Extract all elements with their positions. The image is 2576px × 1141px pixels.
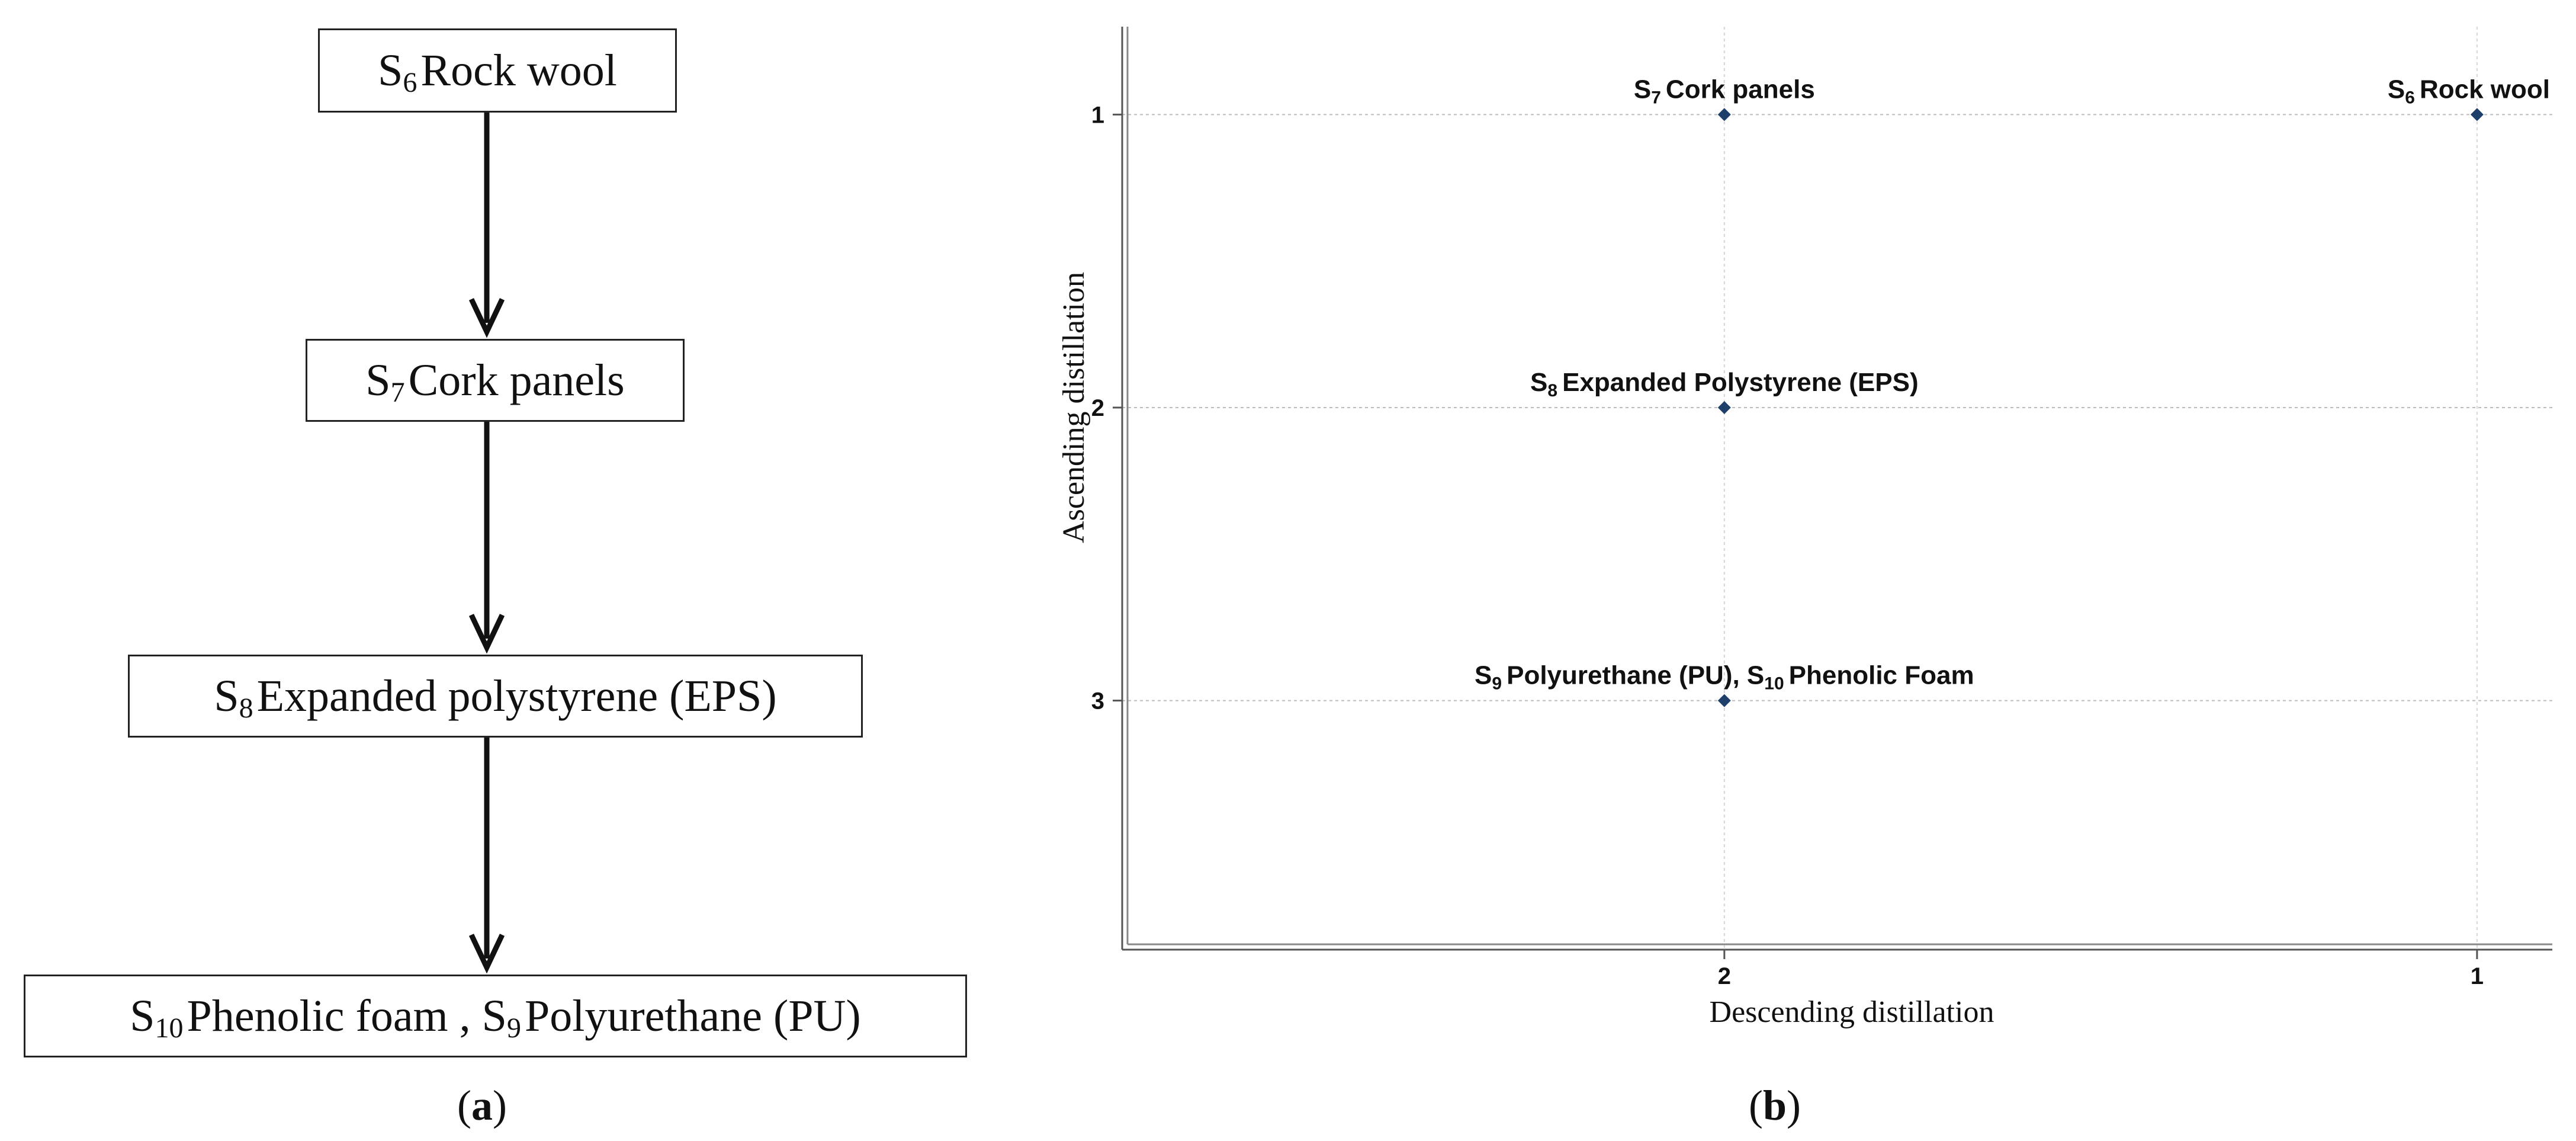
flow-node-text: S6Rock wool [378,46,617,97]
data-point-marker [2470,108,2484,121]
data-point-label: S7 Cork panels [1634,75,1815,107]
node-text-part: S [130,991,155,1041]
flow-node-rock-wool: S6Rock wool [318,28,677,113]
caption-paren: ( [1749,1082,1763,1129]
y-tick-label: 1 [1091,102,1104,128]
label-text-part: Polyurethane (PU), S [1507,661,1764,690]
flow-arrow-2 [468,422,505,654]
label-subscript: 6 [2405,88,2415,107]
caption-letter: a [471,1082,493,1129]
label-subscript: 10 [1764,674,1784,694]
y-tick-label: 3 [1091,688,1104,714]
flow-node-text: S10Phenolic foam , S9Polyurethane (PU) [130,991,861,1042]
node-text-part: Rock wool [420,46,617,95]
node-subscript: 10 [155,1012,184,1044]
panel-b-caption: (b) [1749,1084,1801,1127]
flow-arrow-1 [468,113,505,338]
label-text-part: S [1475,661,1492,690]
flow-arrow-3 [468,738,505,974]
flow-node-phenolic-polyurethane: S10Phenolic foam , S9Polyurethane (PU) [24,975,967,1057]
x-axis-title: Descending distillation [1710,995,1994,1029]
x-tick-label: 1 [2471,963,2484,989]
node-subscript: 7 [390,376,405,408]
flow-arrows [468,113,505,974]
data-point-label: S6 Rock wool [2388,75,2550,107]
flow-node-cork-panels: S7Cork panels [306,339,685,422]
caption-paren: ) [492,1082,507,1129]
label-text-part: Phenolic Foam [1789,661,1974,690]
node-text-part: S [214,671,239,721]
flow-node-text: S7Cork panels [365,355,625,406]
label-text-part: S [2388,75,2405,104]
node-text-part: Phenolic foam , S [187,991,507,1041]
flow-node-text: S8Expanded polystyrene (EPS) [214,671,777,722]
label-text-part: Cork panels [1666,75,1815,104]
label-subscript: 7 [1651,88,1661,107]
y-axis-title: Ascending distillation [1057,272,1091,543]
node-subscript: 6 [403,66,417,98]
node-text-part: Cork panels [408,355,625,405]
data-point-marker [1717,694,1731,707]
label-text-part: Expanded Polystyrene (EPS) [1562,368,1919,397]
label-text-part: Rock wool [2420,75,2550,104]
node-subscript: 8 [239,692,253,724]
panel-a-caption: (a) [457,1084,507,1127]
flow-node-expanded-polystyrene: S8Expanded polystyrene (EPS) [128,655,863,738]
node-subscript: 9 [506,1012,521,1044]
caption-paren: ) [1787,1082,1801,1129]
caption-paren: ( [457,1082,471,1129]
label-text-part: S [1530,368,1547,397]
y-tick-label: 2 [1091,395,1104,421]
node-text-part: S [365,355,391,405]
node-text-part: Polyurethane (PU) [524,991,861,1041]
label-text-part: S [1634,75,1651,104]
caption-letter: b [1762,1082,1787,1129]
node-text-part: Expanded polystyrene (EPS) [256,671,777,721]
data-point-label: S8 Expanded Polystyrene (EPS) [1530,368,1919,400]
data-point-marker [1717,108,1731,121]
label-subscript: 8 [1547,381,1557,400]
x-tick-label: 2 [1718,963,1731,989]
label-subscript: 9 [1492,674,1502,694]
data-point-marker [1717,400,1731,414]
node-text-part: S [378,46,403,95]
data-point-label: S9 Polyurethane (PU), S10 Phenolic Foam [1475,661,1974,694]
